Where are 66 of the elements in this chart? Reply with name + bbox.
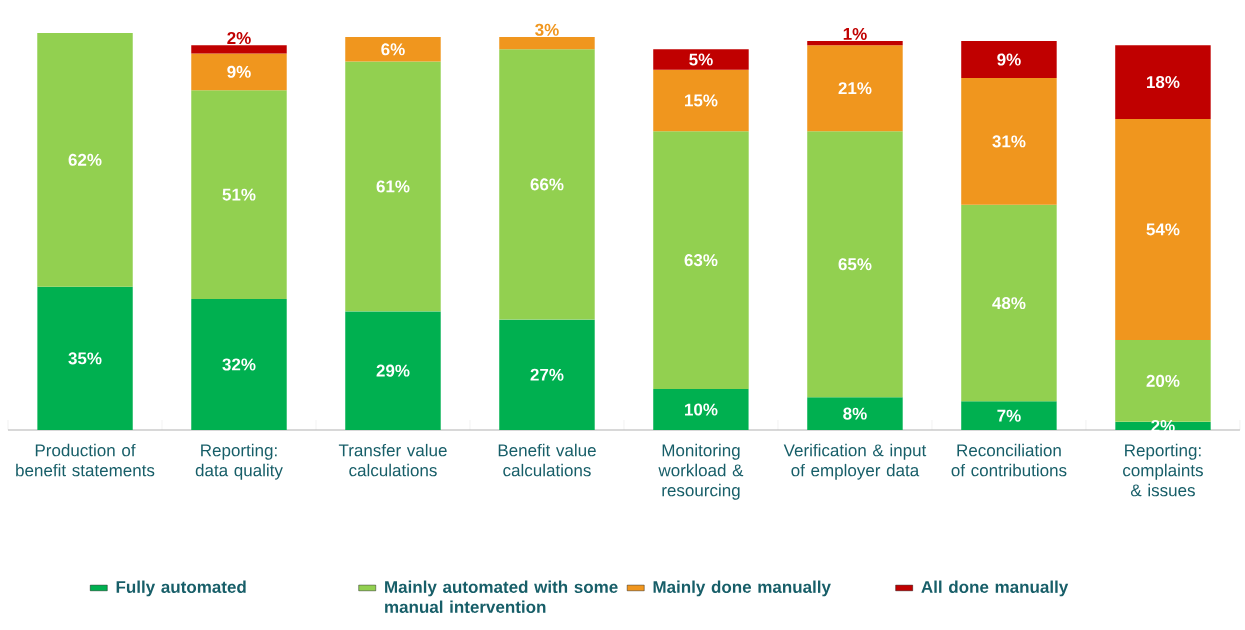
data-label: 1%	[843, 27, 867, 40]
bar	[345, 311, 441, 430]
bar	[961, 41, 1057, 78]
data-label: 3%	[535, 23, 559, 36]
bar	[191, 90, 287, 300]
data-label: 54%	[1146, 223, 1180, 236]
x-tick-label: Reporting: complaints & issues	[1123, 443, 1203, 497]
bar	[191, 45, 287, 54]
bar	[1115, 118, 1211, 340]
bar	[1115, 339, 1211, 422]
data-label: 62%	[68, 153, 102, 166]
bar	[653, 389, 749, 430]
data-label: 5%	[689, 53, 713, 66]
data-label: 8%	[843, 407, 867, 420]
bar	[499, 319, 595, 430]
x-tick-label: Monitoring workload & resourcing	[658, 443, 744, 500]
data-label: 31%	[992, 135, 1026, 148]
data-label: 32%	[222, 358, 256, 371]
x-tick-label: Transfer value calculations	[338, 443, 447, 477]
bar	[807, 41, 903, 46]
data-label: 7%	[997, 409, 1021, 422]
data-label: 15%	[685, 94, 718, 107]
data-label: 6%	[381, 43, 405, 56]
bar	[807, 131, 903, 398]
data-label: 61%	[376, 180, 410, 193]
bar	[37, 286, 133, 430]
bar	[345, 61, 441, 312]
bar	[653, 69, 749, 132]
data-label: 66%	[530, 178, 564, 191]
bar	[653, 131, 749, 390]
data-label: 9%	[997, 53, 1021, 66]
x-tick-label: Verification & input of employer data	[783, 443, 927, 480]
bar	[345, 37, 441, 62]
data-label: 63%	[684, 254, 718, 267]
data-label: 20%	[1146, 374, 1180, 387]
bar	[191, 53, 287, 91]
data-label: 65%	[838, 258, 872, 271]
data-label: 9%	[227, 65, 251, 78]
bar	[961, 401, 1057, 430]
data-label: 2%	[227, 32, 251, 44]
bar	[499, 49, 595, 320]
data-label: 21%	[838, 82, 872, 95]
data-label: 18%	[1147, 76, 1180, 89]
bar	[807, 397, 903, 430]
bar	[807, 45, 903, 132]
data-label: 29%	[376, 364, 410, 377]
x-tick-label: Reconciliation of contributions	[951, 443, 1067, 477]
legend-label: Mainly automated with some manual intervention	[385, 580, 618, 614]
x-tick-label: Reporting: data quality	[195, 443, 283, 480]
legend-label: Mainly done manually	[653, 580, 831, 597]
data-label: 27%	[530, 368, 564, 381]
bar	[1115, 45, 1211, 119]
legend-label: All done manually	[921, 580, 1069, 597]
bar	[653, 49, 749, 70]
bar	[961, 77, 1057, 205]
data-label: 10%	[685, 403, 718, 416]
data-label: 51%	[222, 188, 256, 201]
legend-label: Fully automated	[116, 580, 246, 597]
bar	[191, 299, 287, 430]
data-label: 35%	[68, 352, 102, 365]
bar	[499, 37, 595, 50]
data-label: 48%	[992, 297, 1026, 310]
bar	[37, 32, 133, 287]
bar	[961, 204, 1057, 402]
x-tick-label: Benefit value calculations	[498, 443, 596, 477]
x-tick-label: Production of benefit statements	[16, 443, 155, 477]
